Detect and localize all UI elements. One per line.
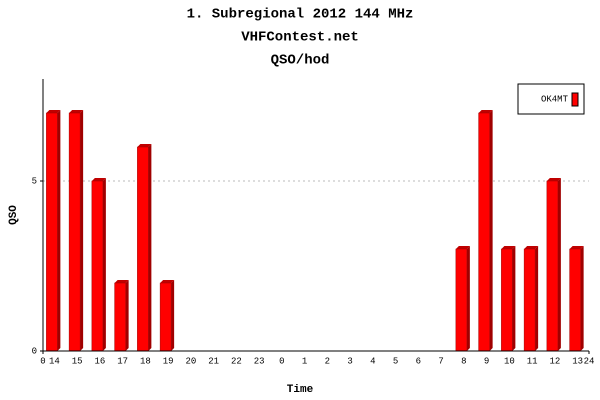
- bar-top: [46, 110, 61, 113]
- x-tick-label: 0: [40, 356, 45, 366]
- bar: [68, 112, 81, 352]
- x-tick-label: 4: [370, 356, 375, 366]
- x-tick-label: 18: [140, 356, 151, 366]
- x-tick-label: 23: [254, 356, 265, 366]
- bar: [114, 282, 126, 352]
- x-tick-label: 13: [572, 356, 583, 366]
- x-tick-label: 17: [117, 356, 128, 366]
- x-tick-label: 9: [484, 356, 489, 366]
- bar-top: [114, 280, 129, 283]
- x-tick-label: 8: [461, 356, 466, 366]
- bar-side: [57, 110, 61, 351]
- y-tick-label: 5: [32, 176, 37, 186]
- x-tick-label: 2: [325, 356, 330, 366]
- bar: [455, 248, 468, 352]
- x-tick-label: 14: [49, 356, 60, 366]
- bar: [546, 180, 559, 352]
- bar-top: [160, 280, 175, 283]
- chart-subtitle: VHFContest.net: [241, 30, 359, 46]
- legend-swatch: [571, 92, 579, 107]
- bar: [91, 180, 104, 352]
- bar-top: [91, 178, 106, 181]
- x-tick-label: 24: [584, 356, 595, 366]
- bar: [137, 146, 149, 352]
- bar-side: [125, 280, 129, 351]
- bar: [46, 112, 58, 352]
- x-tick-label: 7: [438, 356, 443, 366]
- bar-side: [580, 246, 584, 351]
- bar-top: [137, 144, 152, 147]
- y-tick-label: 0: [32, 346, 37, 356]
- x-tick-label: 6: [416, 356, 421, 366]
- bar-top: [501, 246, 516, 249]
- bar-top: [546, 178, 561, 181]
- x-tick-label: 10: [504, 356, 515, 366]
- bar-top: [524, 246, 539, 249]
- bar-side: [512, 246, 516, 351]
- bar: [523, 248, 536, 352]
- bar-top: [69, 110, 84, 113]
- x-tick-label: 5: [393, 356, 398, 366]
- bar-side: [557, 178, 561, 351]
- y-axis-label: QSO: [8, 205, 20, 225]
- bar-side: [535, 246, 539, 351]
- x-tick-label: 0: [279, 356, 284, 366]
- x-tick-label: 19: [163, 356, 174, 366]
- bar: [501, 248, 513, 352]
- x-tick-label: 3: [347, 356, 352, 366]
- bar-side: [466, 246, 470, 351]
- bar: [159, 282, 172, 352]
- bar-side: [102, 178, 106, 351]
- x-axis-label: Time: [287, 384, 314, 396]
- bar-top: [569, 246, 584, 249]
- x-tick-label: 1: [302, 356, 307, 366]
- x-tick-label: 22: [231, 356, 242, 366]
- bar: [569, 248, 581, 352]
- bar-top: [478, 110, 493, 113]
- chart-subtitle: QSO/hod: [271, 53, 330, 69]
- x-tick-label: 20: [185, 356, 196, 366]
- bar-side: [171, 280, 175, 351]
- bar: [478, 112, 490, 352]
- x-tick-label: 15: [72, 356, 83, 366]
- x-tick-label: 12: [549, 356, 560, 366]
- x-tick-label: 16: [94, 356, 105, 366]
- bar-side: [80, 110, 84, 351]
- bar-side: [148, 144, 152, 351]
- legend-label: OK4MT: [541, 94, 569, 104]
- bar-side: [489, 110, 493, 351]
- bar-top: [455, 246, 470, 249]
- x-tick-label: 21: [208, 356, 219, 366]
- chart-title: 1. Subregional 2012 144 MHz: [187, 7, 414, 23]
- x-tick-label: 11: [527, 356, 538, 366]
